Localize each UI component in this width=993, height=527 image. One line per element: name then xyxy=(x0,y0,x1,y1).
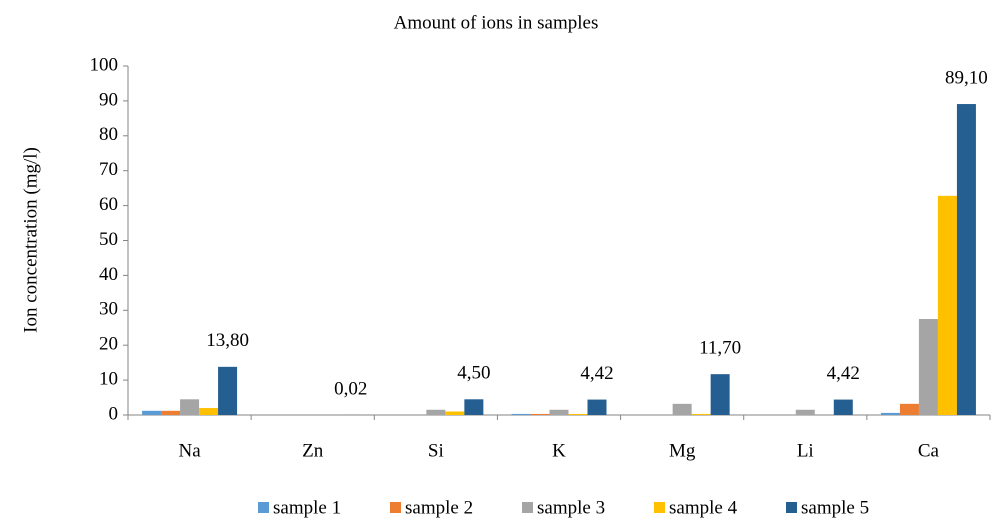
bar xyxy=(142,411,161,415)
value-label: 0,02 xyxy=(334,378,367,399)
legend-label: sample 4 xyxy=(669,497,738,518)
y-tick-label: 30 xyxy=(99,299,118,320)
y-tick-label: 80 xyxy=(99,124,118,145)
bar xyxy=(919,319,938,415)
chart-title: Amount of ions in samples xyxy=(394,12,599,33)
y-tick-label: 20 xyxy=(99,334,118,355)
legend-swatch xyxy=(390,502,401,513)
legend-swatch xyxy=(654,502,665,513)
y-tick-label: 10 xyxy=(99,368,118,389)
bar xyxy=(711,374,730,415)
legend-swatch xyxy=(522,502,533,513)
value-label: 4,50 xyxy=(457,363,490,384)
legend-label: sample 5 xyxy=(801,497,869,518)
value-label: 89,10 xyxy=(945,67,988,88)
bar xyxy=(161,411,180,415)
value-label: 4,42 xyxy=(827,363,860,384)
x-tick-label: Ca xyxy=(918,440,940,461)
legend-label: sample 3 xyxy=(537,497,605,518)
y-tick-label: 70 xyxy=(99,159,118,180)
y-tick-label: 100 xyxy=(90,54,119,75)
bar xyxy=(569,414,588,415)
y-tick-label: 90 xyxy=(99,89,118,110)
bar xyxy=(445,412,464,415)
x-tick-label: Na xyxy=(178,440,201,461)
value-label: 13,80 xyxy=(206,330,249,351)
bar xyxy=(834,400,853,415)
x-tick-label: Mg xyxy=(669,440,696,461)
legend-swatch xyxy=(786,502,797,513)
bar xyxy=(588,400,607,415)
y-tick-label: 0 xyxy=(109,403,119,424)
y-axis-label: Ion concentration (mg/l) xyxy=(20,147,41,333)
value-label: 11,70 xyxy=(699,338,741,359)
y-tick-label: 60 xyxy=(99,194,118,215)
x-tick-label: Si xyxy=(428,440,444,461)
bar xyxy=(180,399,199,415)
bar xyxy=(199,408,218,415)
bar xyxy=(218,367,237,415)
bar xyxy=(938,196,957,415)
bar xyxy=(881,413,900,415)
bar xyxy=(531,414,550,415)
y-tick-label: 50 xyxy=(99,229,118,250)
legend-label: sample 1 xyxy=(273,497,341,518)
legend-swatch xyxy=(258,502,269,513)
bar xyxy=(426,410,445,415)
bar xyxy=(796,410,815,415)
value-label: 4,42 xyxy=(580,363,613,384)
bar xyxy=(512,414,531,415)
bar xyxy=(550,410,569,415)
x-tick-label: K xyxy=(552,440,566,461)
bar xyxy=(957,104,976,415)
bar xyxy=(900,404,919,415)
y-tick-label: 40 xyxy=(99,264,118,285)
x-tick-label: Li xyxy=(797,440,814,461)
bar xyxy=(464,399,483,415)
legend-label: sample 2 xyxy=(405,497,473,518)
x-tick-label: Zn xyxy=(302,440,324,461)
bar xyxy=(692,414,711,415)
bar xyxy=(673,404,692,415)
